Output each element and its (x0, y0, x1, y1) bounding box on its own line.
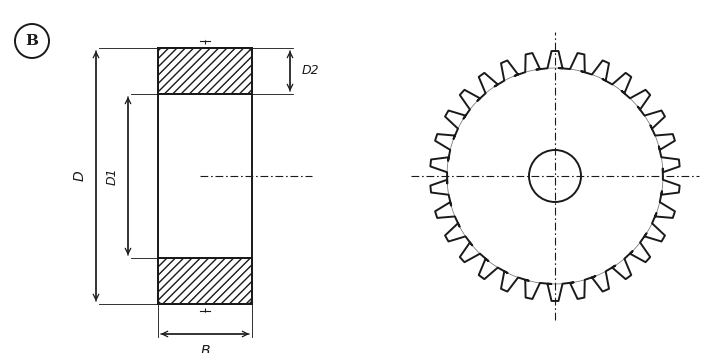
Text: D2: D2 (302, 65, 320, 78)
Text: B: B (25, 34, 39, 48)
Text: B: B (200, 344, 210, 353)
Text: D: D (73, 171, 87, 181)
Text: D1: D1 (105, 167, 119, 185)
Bar (158, 258, 252, 304)
Bar (158, 48, 252, 94)
